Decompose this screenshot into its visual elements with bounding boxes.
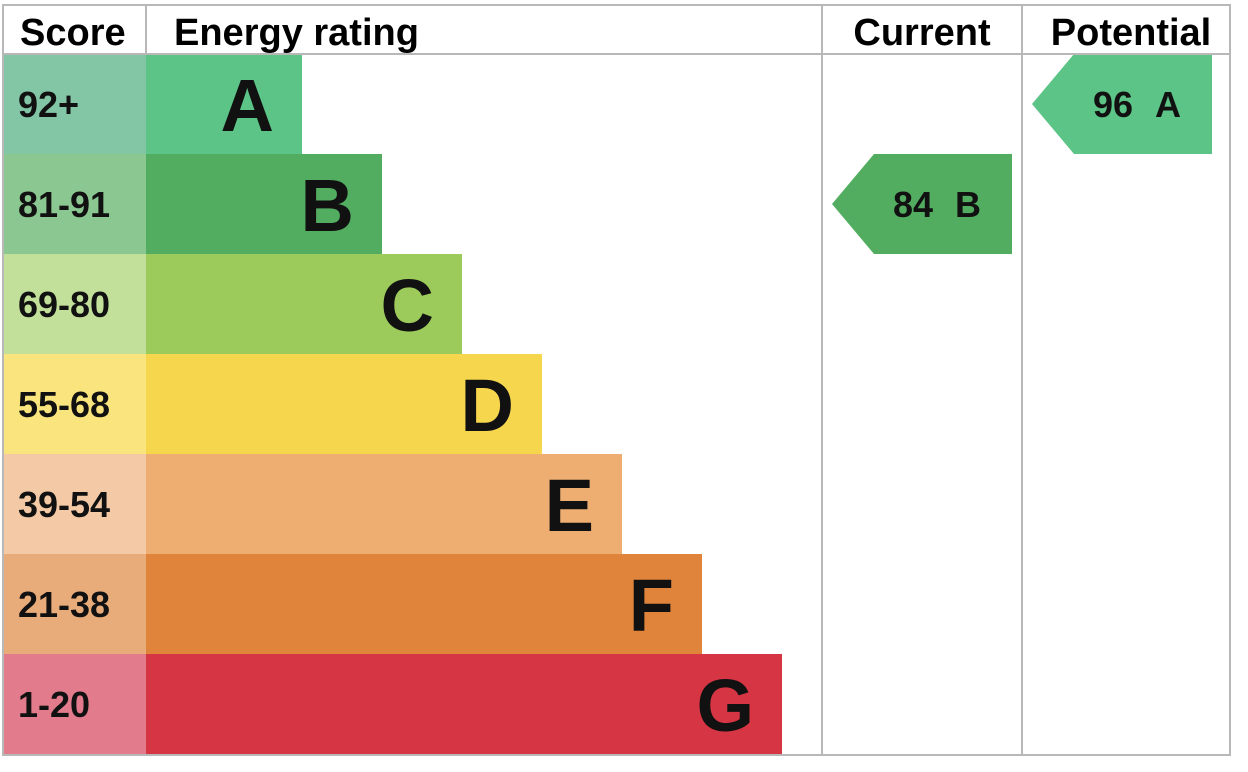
current-rating-arrow: 84 B <box>832 154 1012 254</box>
score-header: Score <box>20 12 126 54</box>
potential-rating-arrow-score: 96 <box>1093 84 1133 125</box>
band-letter: B <box>301 164 354 247</box>
band-row-e: 39-54 E <box>3 454 622 554</box>
score-range-label: 1-20 <box>18 684 90 725</box>
band-letter: F <box>629 564 674 647</box>
current-rating-arrow-shape <box>832 154 1012 254</box>
score-cell <box>3 54 146 154</box>
band-row-a: 92+ A <box>3 54 302 154</box>
rating-bands: 92+ A 81-91 B 69-80 C 55-68 D 39-54 E 21-38 F 1-20 G <box>3 54 782 754</box>
score-range-label: 69-80 <box>18 284 110 325</box>
score-range-label: 21-38 <box>18 584 110 625</box>
band-bar <box>146 154 382 254</box>
band-row-b: 81-91 B <box>3 154 382 254</box>
potential-rating-arrow-letter: A <box>1155 84 1181 125</box>
score-cell <box>3 554 146 654</box>
band-letter: D <box>461 364 514 447</box>
band-bar <box>146 554 702 654</box>
energy-rating-header: Energy rating <box>174 12 419 54</box>
current-rating-arrow-letter: B <box>955 184 981 225</box>
band-bar <box>146 254 462 354</box>
potential-rating-arrow: 96 A <box>1032 54 1212 154</box>
score-cell <box>3 454 146 554</box>
band-bar <box>146 54 302 154</box>
band-row-d: 55-68 D <box>3 354 542 454</box>
band-row-c: 69-80 C <box>3 254 462 354</box>
score-cell <box>3 154 146 254</box>
score-range-label: 81-91 <box>18 184 110 225</box>
rating-arrows: 84 B 96 A <box>832 54 1212 254</box>
score-cell <box>3 254 146 354</box>
potential-rating-arrow-shape <box>1032 54 1212 154</box>
score-cell <box>3 654 146 754</box>
score-cell <box>3 354 146 454</box>
band-letter: G <box>696 664 754 747</box>
potential-header: Potential <box>1051 12 1211 54</box>
score-range-label: 55-68 <box>18 384 110 425</box>
band-letter: C <box>381 264 434 347</box>
band-row-g: 1-20 G <box>3 654 782 754</box>
score-range-label: 39-54 <box>18 484 110 525</box>
score-range-label: 92+ <box>18 84 79 125</box>
band-bar <box>146 654 782 754</box>
band-bar <box>146 454 622 554</box>
band-letter: E <box>545 464 594 547</box>
band-letter: A <box>221 64 274 147</box>
current-rating-arrow-score: 84 <box>893 184 933 225</box>
current-header: Current <box>853 12 991 54</box>
band-row-f: 21-38 F <box>3 554 702 654</box>
band-bar <box>146 354 542 454</box>
table-grid <box>2 4 1231 756</box>
